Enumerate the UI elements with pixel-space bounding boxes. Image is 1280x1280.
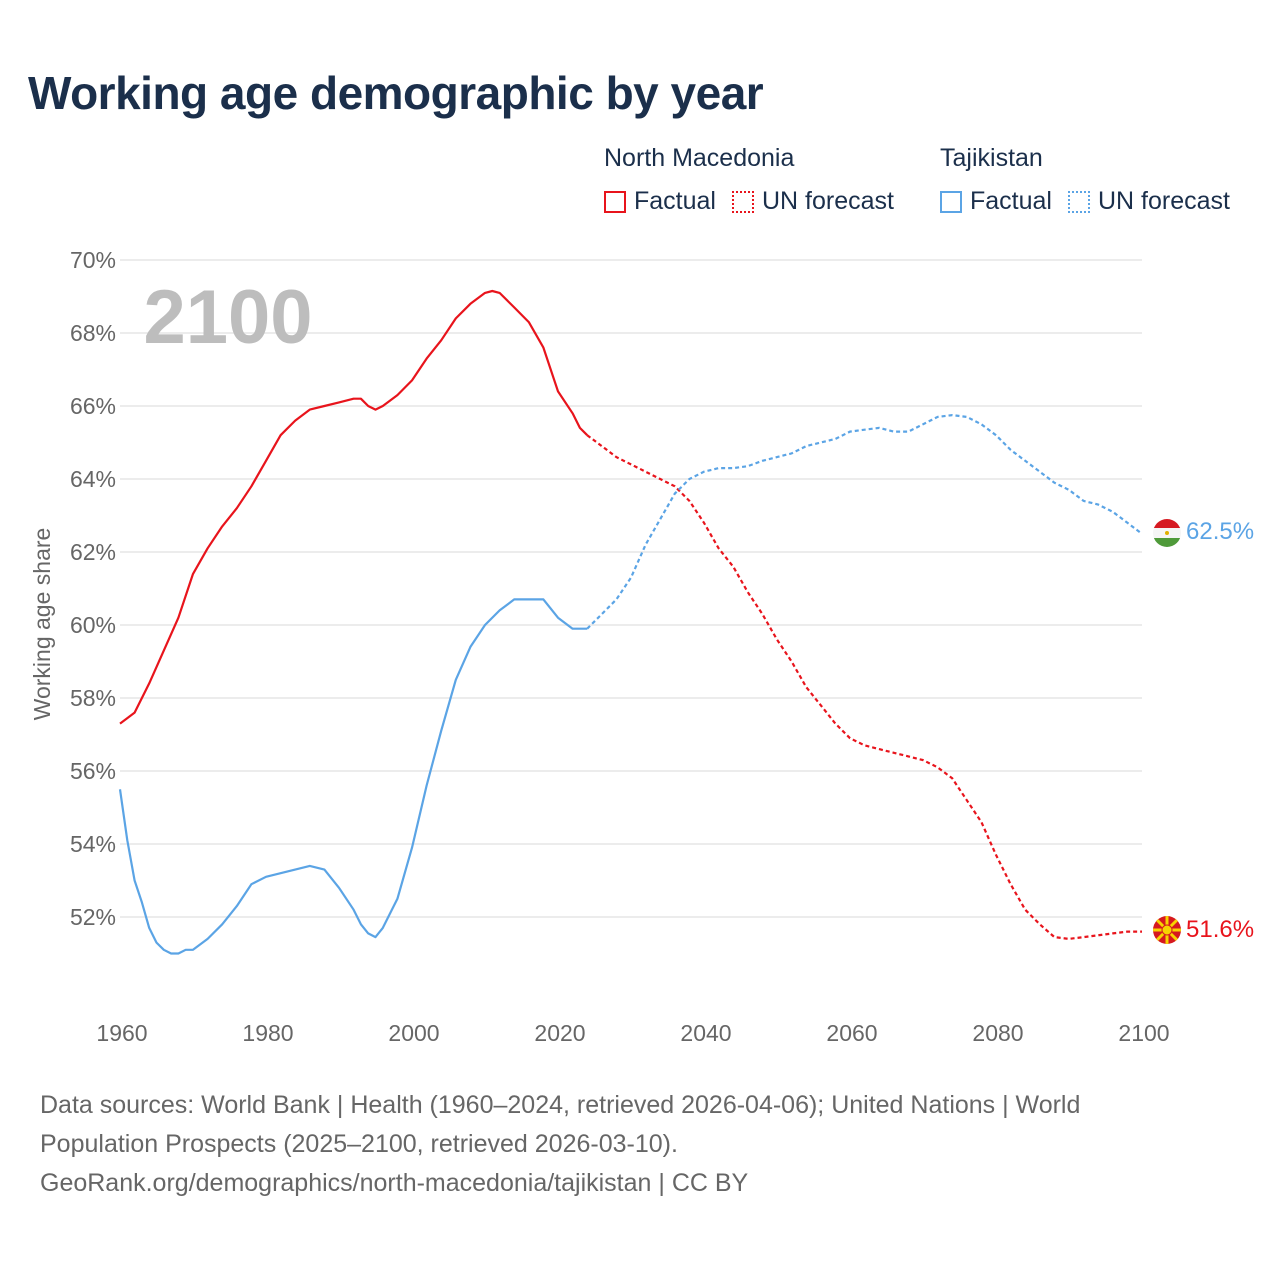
legend-country-tajikistan: Tajikistan	[940, 144, 1043, 172]
legend-swatch-tajikistan-forecast	[1067, 190, 1090, 213]
tajikistan-flag	[1153, 519, 1181, 547]
x-tick-label: 1980	[242, 1020, 293, 1046]
x-tick-label: 2000	[388, 1020, 439, 1046]
y-tick-label: 66%	[70, 393, 116, 419]
tajikistan-end-label: 62.5%	[1186, 518, 1254, 545]
grid	[120, 259, 1142, 918]
legend-north-macedonia-factual[interactable]: Factual	[604, 187, 716, 216]
y-tick-label: 58%	[70, 685, 116, 711]
legend-swatch-north-macedonia-forecast	[731, 190, 754, 213]
y-tick-label: 52%	[70, 904, 116, 930]
y-tick-label: 70%	[70, 247, 116, 273]
source-note: Data sources: World Bank | Health (1960–…	[40, 1086, 1240, 1203]
x-tick-label: 1960	[96, 1020, 147, 1046]
north-macedonia-flag	[1153, 916, 1181, 944]
source-line-2: Population Prospects (2025–2100, retriev…	[40, 1130, 678, 1158]
legend-tajikistan-factual[interactable]: Factual	[940, 187, 1052, 216]
x-tick-label: 2080	[972, 1020, 1023, 1046]
legend-label-forecast: UN forecast	[1097, 187, 1230, 215]
line-chart: 52% 54% 56% 58% 60% 62% 64% 66% 68% 70% 1960 1980 20…	[29, 247, 1254, 1046]
legend-label-factual: Factual	[970, 187, 1052, 215]
source-line-3[interactable]: GeoRank.org/demographics/north-macedonia…	[40, 1169, 749, 1197]
legend-label-forecast: UN forecast	[761, 187, 894, 215]
x-tick-label: 2100	[1118, 1020, 1169, 1046]
legend-label-factual: Factual	[634, 187, 716, 215]
x-tick-label: 2060	[826, 1020, 877, 1046]
legend-tajikistan: Tajikistan Factual UN forecast	[940, 144, 1246, 216]
north-macedonia-forecast-line	[586, 434, 1142, 941]
series	[118, 289, 1143, 955]
x-tick-label: 2040	[680, 1020, 731, 1046]
year-overlay: 2100	[143, 275, 312, 360]
legend-country-north-macedonia: North Macedonia	[604, 144, 795, 172]
tajikistan-factual-line	[118, 598, 588, 955]
y-tick-label: 68%	[70, 320, 116, 346]
north-macedonia-end-label: 51.6%	[1186, 916, 1254, 943]
axes: 52% 54% 56% 58% 60% 62% 64% 66% 68% 70% 1960 1980 20…	[70, 247, 1170, 1046]
legend-swatch-tajikistan-factual	[940, 190, 962, 213]
source-line-1: Data sources: World Bank | Health (1960–…	[40, 1091, 1081, 1119]
legend-tajikistan-forecast[interactable]: UN forecast	[1067, 187, 1230, 216]
y-tick-label: 62%	[70, 539, 116, 565]
legend-north-macedonia-forecast[interactable]: UN forecast	[731, 187, 894, 216]
x-tick-label: 2020	[534, 1020, 585, 1046]
y-tick-label: 64%	[70, 466, 116, 492]
chart-title: Working age demographic by year	[28, 67, 764, 119]
legend-north-macedonia: North Macedonia Factual UN forecast	[604, 144, 910, 216]
north-macedonia-factual-line	[119, 289, 588, 725]
y-tick-label: 54%	[70, 831, 116, 857]
y-axis-label: Working age share	[29, 528, 55, 721]
legend-swatch-north-macedonia-factual	[604, 190, 626, 213]
y-tick-label: 56%	[70, 758, 116, 784]
tajikistan-forecast-line	[586, 413, 1143, 630]
y-tick-label: 60%	[70, 612, 116, 638]
